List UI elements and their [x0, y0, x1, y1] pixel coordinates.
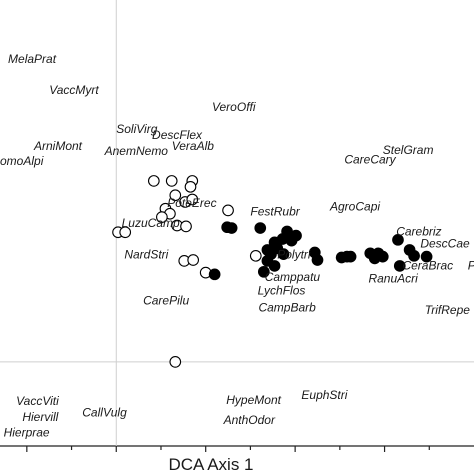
species-label: LuzuCamp: [122, 216, 180, 230]
species-label: CampBarb: [258, 300, 316, 314]
open-circle-series: [112, 175, 262, 368]
open-data-point: [222, 204, 234, 217]
species-label: AnthOdor: [223, 413, 276, 427]
species-label: MelaPrat: [8, 52, 57, 66]
filled-data-point: [254, 222, 267, 234]
filled-data-point: [393, 260, 406, 272]
species-label: SoliVirg: [116, 122, 157, 136]
species-label: EuphStri: [301, 388, 347, 402]
species-label: LychFlos: [258, 284, 306, 298]
open-data-point: [249, 249, 262, 262]
open-data-point: [165, 175, 178, 187]
species-label: NardStri: [124, 247, 168, 261]
species-label: CallVulg: [82, 406, 127, 420]
open-data-point: [169, 189, 182, 202]
species-label: PoteErec: [167, 196, 216, 210]
filled-data-point: [392, 233, 404, 246]
species-label: VeroOffi: [212, 100, 256, 114]
species-label: omoAlpi: [0, 154, 44, 168]
reference-lines: [0, 0, 474, 446]
open-data-point: [180, 220, 192, 233]
filled-data-point: [376, 250, 389, 263]
species-label: Hierprae: [4, 426, 50, 440]
species-label: TrifRepe: [425, 303, 470, 317]
open-data-point: [119, 226, 132, 239]
filled-data-point: [311, 254, 324, 266]
species-label: Camppatu: [265, 270, 321, 284]
species-label: P: [468, 258, 474, 272]
x-axis-ticks: [26, 446, 430, 452]
species-label: VaccMyrt: [49, 83, 99, 97]
open-data-point: [169, 355, 182, 368]
species-label: Carebriz: [396, 225, 441, 239]
filled-data-point: [268, 260, 281, 272]
species-label: ArniMont: [33, 139, 83, 153]
open-data-point: [147, 175, 160, 187]
open-data-point: [187, 254, 200, 266]
filled-data-point: [257, 265, 270, 278]
species-label: Hiervill: [22, 410, 58, 424]
filled-data-point: [408, 249, 420, 262]
species-label: AgroCapi: [329, 199, 380, 213]
species-label: StelGram: [383, 143, 434, 157]
species-label: DescFlex: [152, 128, 203, 142]
species-label: Polytri: [277, 247, 311, 261]
species-label: VeraAlb: [172, 139, 215, 153]
species-label: RanuAcri: [368, 272, 418, 286]
filled-circle-series: [208, 221, 433, 281]
open-data-point: [186, 193, 199, 206]
species-label: DescCae: [420, 236, 470, 250]
species-label: VaccViti: [16, 394, 59, 408]
species-label: AnemNemo: [104, 144, 169, 158]
open-data-point: [184, 180, 197, 193]
filled-data-point: [225, 222, 238, 234]
species-labels: MelaPrat VaccMyrt VeroOffi SoliVirgDescFlex…: [0, 52, 474, 440]
species-label: CeraBrac: [402, 258, 453, 272]
species-label: HypeMont: [226, 393, 281, 407]
filled-data-point: [277, 248, 290, 260]
species-label: CarePilu: [143, 294, 189, 308]
filled-data-point: [344, 250, 357, 263]
filled-data-point: [420, 250, 433, 263]
filled-data-point: [208, 268, 221, 281]
species-label: FestRubr: [250, 204, 300, 218]
x-axis-label: DCA Axis 1: [168, 455, 253, 474]
species-label: CareCary: [344, 152, 396, 166]
open-data-point: [156, 211, 168, 223]
